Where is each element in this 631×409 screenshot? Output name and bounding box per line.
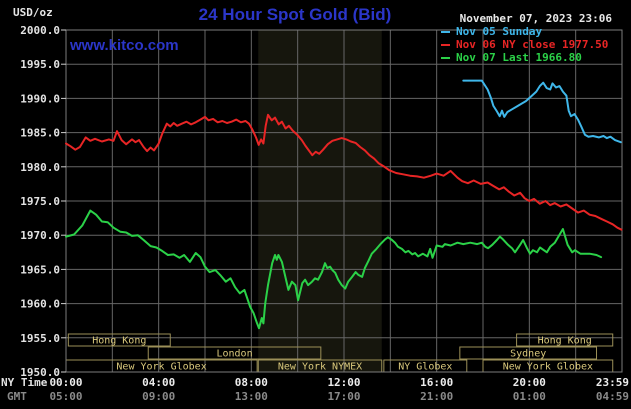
kitco-watermark-link[interactable]: www.kitco.com xyxy=(70,37,179,54)
gmt-axis-label: GMT xyxy=(7,390,27,403)
series-line-nov-05-sunday xyxy=(462,79,622,144)
y-axis-label: 2000.0 xyxy=(20,24,60,37)
session-label: Hong Kong xyxy=(538,336,592,347)
legend-item: Nov 06 NY close 1977.50 xyxy=(441,38,609,51)
x-axis-label-ny: 16:00 xyxy=(420,376,453,389)
series-line-nov-07-last-1966-80 xyxy=(65,209,603,330)
session-label: Hong Kong xyxy=(92,336,146,347)
session-box xyxy=(516,333,614,347)
session-label: NY Globex xyxy=(398,362,452,373)
session-box xyxy=(147,346,322,360)
x-axis-label-gmt: 05:00 xyxy=(49,390,82,403)
session-label: London xyxy=(216,349,252,360)
page-title: 24 Hour Spot Gold (Bid) xyxy=(198,5,392,24)
ny-time-axis-label: NY Time xyxy=(1,376,48,389)
session-label: Sydney xyxy=(510,349,546,360)
x-axis-label-ny: 20:00 xyxy=(513,376,546,389)
y-axis-label: 1960.0 xyxy=(20,298,60,311)
y-axis-label: 1990.0 xyxy=(20,92,60,105)
session-box xyxy=(67,333,171,347)
x-axis-label-gmt: 09:00 xyxy=(142,390,175,403)
x-axis-label-ny: 04:00 xyxy=(142,376,175,389)
legend-label: Nov 06 NY close 1977.50 xyxy=(456,38,609,51)
chart-timestamp: November 07, 2023 23:06 xyxy=(459,12,612,25)
x-axis-label-gmt: 17:00 xyxy=(327,390,360,403)
legend-swatch-dash xyxy=(441,43,450,46)
x-axis-label-ny: 23:59 xyxy=(596,376,629,389)
x-axis-label-gmt: 21:00 xyxy=(420,390,453,403)
legend: Nov 05 Sunday Nov 06 NY close 1977.50 Nov … xyxy=(441,25,609,64)
legend-label: Nov 05 Sunday xyxy=(456,25,543,38)
session-label: New York NYMEX xyxy=(278,362,362,373)
y-axis-label: 1970.0 xyxy=(20,229,60,242)
session-label: New York Globex xyxy=(503,362,593,373)
legend-item: Nov 07 Last 1966.80 xyxy=(441,51,608,64)
y-axis-label: 1965.0 xyxy=(20,263,60,276)
y-axis-label: 1980.0 xyxy=(20,161,60,174)
y-axis-units-label: USD/oz xyxy=(13,6,53,19)
x-axis-label-ny: 08:00 xyxy=(235,376,268,389)
session-box xyxy=(459,346,598,360)
y-axis-label: 1955.0 xyxy=(20,332,60,345)
x-axis-label-gmt: 01:00 xyxy=(513,390,546,403)
legend-label: Nov 07 Last 1966.80 xyxy=(456,51,582,64)
x-axis-label-ny: 00:00 xyxy=(49,376,82,389)
x-axis-label-gmt: 04:59 xyxy=(596,390,629,403)
legend-swatch-dash xyxy=(441,30,450,33)
y-axis-label: 1985.0 xyxy=(20,127,60,140)
x-axis-label-gmt: 13:00 xyxy=(235,390,268,403)
session-label: New York Globex xyxy=(116,362,206,373)
x-axis-label-ny: 12:00 xyxy=(327,376,360,389)
legend-item: Nov 05 Sunday xyxy=(441,25,608,38)
series-line-nov-06-ny-close-1977-50 xyxy=(65,113,623,231)
legend-swatch-dash xyxy=(441,56,450,59)
y-axis-label: 1995.0 xyxy=(20,58,60,71)
y-axis-label: 1950.0 xyxy=(20,366,60,379)
y-axis-label: 1975.0 xyxy=(20,195,60,208)
